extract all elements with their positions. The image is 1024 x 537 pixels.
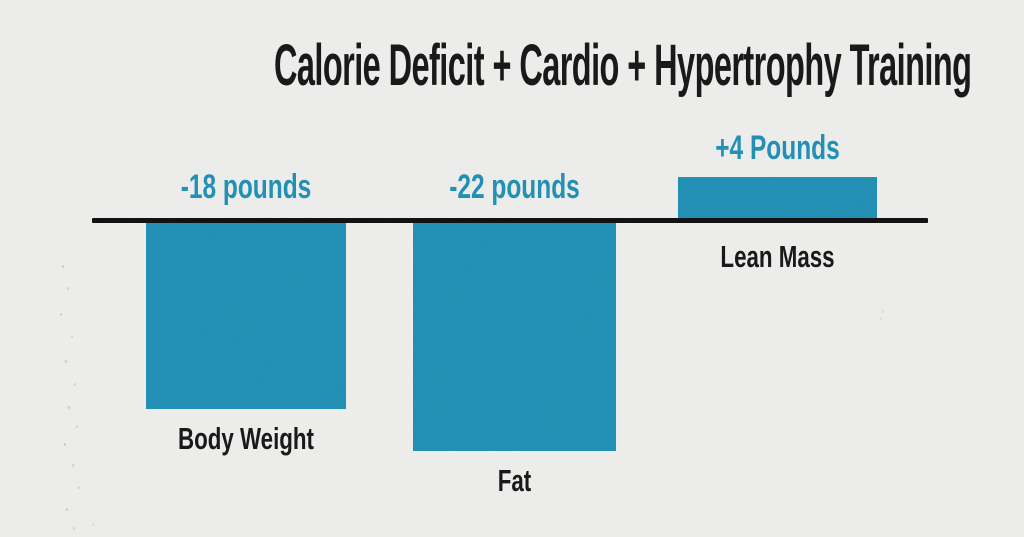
bar-body-weight [146,223,346,409]
bar-fat [413,223,616,451]
bar-lean-mass [678,177,877,218]
chart-title-text: Calorie Deficit + Cardio + Hypertrophy T… [273,33,972,98]
value-label-body-weight: -18 pounds [180,168,312,206]
category-label-lean-mass: Lean Mass [720,239,835,274]
category-label-fat: Fat [497,463,532,498]
chart-title: Calorie Deficit + Cardio + Hypertrophy T… [0,34,1024,98]
value-label-fat: -22 pounds [449,168,580,206]
category-label-body-weight: Body Weight [178,421,314,456]
value-label-lean-mass: +4 Pounds [715,129,840,167]
paper-specks [62,265,64,268]
